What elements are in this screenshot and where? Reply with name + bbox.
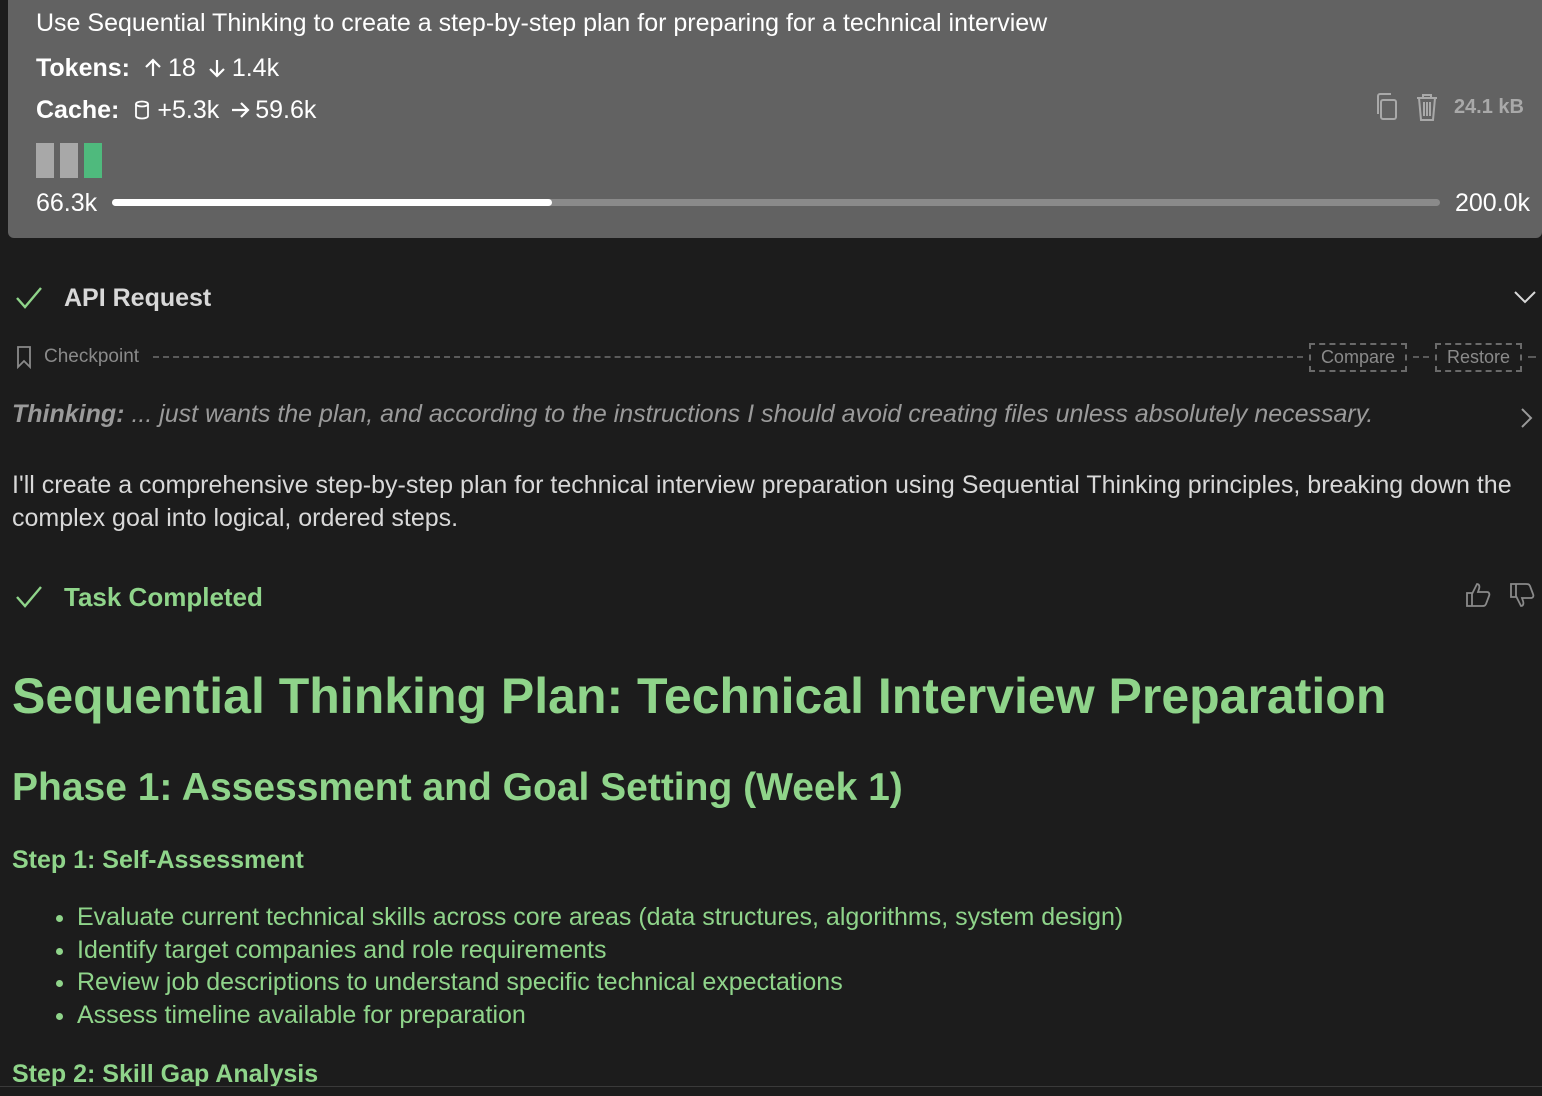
task-completed-row: Task Completed [14,577,1540,617]
database-icon [135,100,150,120]
header-actions: 24.1 kB [1374,92,1524,122]
context-progress-fill [112,199,552,206]
arrow-down-icon [209,60,225,78]
api-request-title: API Request [64,283,212,312]
task-size: 24.1 kB [1453,95,1524,118]
context-progress-track [112,199,1440,206]
checkpoint-divider [153,356,1303,358]
tokens-label: Tokens: [36,54,130,82]
step-heading: Step 2: Skill Gap Analysis [12,1060,319,1088]
plan-title: Sequential Thinking Plan: Technical Inte… [12,668,1387,724]
compare-button[interactable]: Compare [1308,342,1407,372]
context-block-active [84,143,102,178]
copy-icon[interactable] [1374,92,1400,122]
context-block [36,143,54,178]
cache-read-value: 59.6k [255,96,317,124]
context-blocks [36,143,102,178]
bookmark-icon [17,346,31,369]
context-used: 66.3k [36,189,98,217]
plan-content: Sequential Thinking Plan: Technical Inte… [12,665,1532,1088]
divider [0,1086,1542,1087]
cache-write-value: +5.3k [157,96,220,124]
list-item: Identify target companies and role requi… [77,934,1123,967]
cache-label: Cache: [36,96,120,124]
restore-button[interactable]: Restore [1434,342,1522,372]
tokens-row: Tokens: 18 1.4k [36,53,289,83]
chevron-down-icon[interactable] [1512,284,1538,310]
list-item: Evaluate current technical skills across… [77,901,1123,934]
arrow-up-icon [145,58,161,76]
list-item: Review job descriptions to understand sp… [77,966,1123,999]
task-text: Use Sequential Thinking to create a step… [36,9,1048,37]
check-icon [16,586,42,608]
step-list: Evaluate current technical skills across… [12,901,1123,1032]
checkpoint-divider [1412,356,1429,358]
chevron-right-icon[interactable] [1516,406,1536,430]
task-header: Use Sequential Thinking to create a step… [8,0,1542,238]
task-completed-title: Task Completed [64,581,263,612]
assistant-response: I'll create a comprehensive step-by-step… [12,471,1512,532]
thinking-label: Thinking: [12,400,125,428]
thinking-text: ... just wants the plan, and according t… [131,400,1374,428]
checkpoint-row: Checkpoint Compare Restore [14,342,1542,372]
checkpoint-label: Checkpoint [44,346,140,367]
trash-icon[interactable] [1414,92,1440,122]
checkpoint-divider [1528,356,1536,358]
tokens-out-value: 1.4k [231,54,280,82]
list-item: Assess timeline available for preparatio… [77,999,1123,1032]
cache-row: Cache: +5.3k 59.6k [36,95,326,125]
tokens-in-value: 18 [168,54,196,82]
feedback-buttons [1464,581,1536,609]
thumbs-down-icon[interactable] [1508,581,1536,609]
arrow-right-icon [232,102,250,118]
step-heading: Step 1: Self-Assessment [12,846,304,874]
thumbs-up-icon[interactable] [1464,581,1492,609]
context-max: 200.0k [1454,189,1530,217]
phase-heading: Phase 1: Assessment and Goal Setting (We… [12,766,903,809]
check-icon [16,287,42,309]
context-block [60,143,78,178]
api-request-row[interactable]: API Request [14,278,1540,318]
thinking-row[interactable]: Thinking: ... just wants the plan, and a… [12,400,1540,436]
